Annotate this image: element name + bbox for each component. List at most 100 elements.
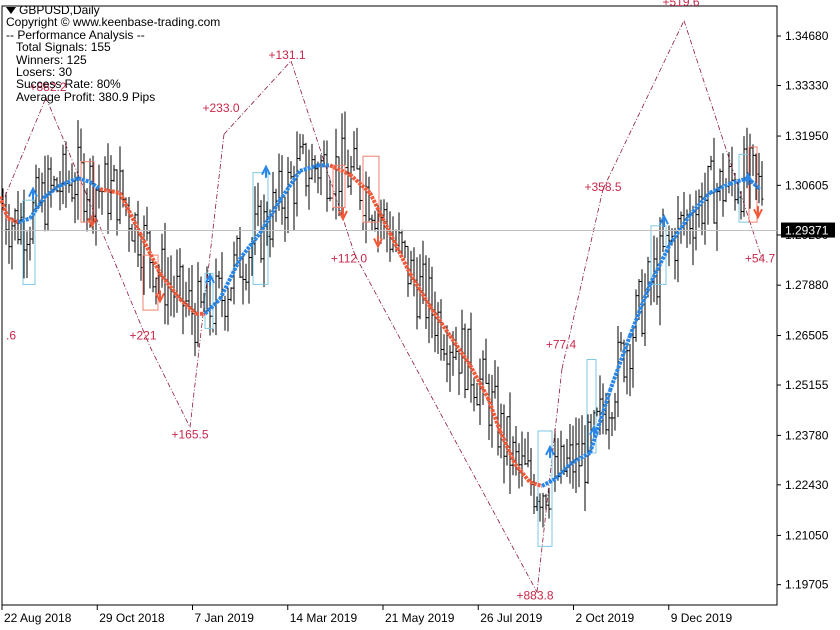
trend-line-segment	[118, 191, 142, 235]
trend-line-segment	[88, 180, 102, 191]
time-tick-label: 9 Dec 2019	[671, 611, 733, 625]
trend-line-segment	[648, 243, 672, 286]
arrow-down-icon	[155, 290, 165, 304]
signal-profit-label: +165.5	[171, 427, 208, 441]
price-axis[interactable]: 1.346801.333301.319501.306051.292501.278…	[777, 29, 829, 592]
symbol-label: GBPUSD,Daily	[19, 3, 100, 17]
zigzag-segment	[602, 20, 685, 190]
zigzag-segment	[4, 97, 47, 197]
price-tick-label: 1.33330	[785, 79, 829, 93]
trend-line-segment	[448, 334, 472, 367]
zigzag-segment	[45, 97, 151, 347]
time-tick-label: 7 Jan 2019	[195, 611, 255, 625]
arrow-up-icon	[205, 272, 215, 286]
price-tick-label: 1.23780	[785, 428, 829, 442]
trend-line-segment	[178, 297, 198, 316]
arrow-down-icon	[338, 207, 348, 222]
arrow-up-icon	[743, 171, 753, 186]
trend-line-segment	[428, 305, 452, 337]
signal-profit-label: +519.6	[662, 0, 699, 9]
signal-profit-label: +112.0	[331, 251, 367, 265]
trend-line-segment	[329, 163, 351, 177]
trend-line-segment	[238, 231, 262, 261]
signal-box-sell	[362, 155, 380, 223]
trend-line-segment	[17, 216, 31, 225]
trend-line-segment	[99, 187, 121, 195]
time-tick-label: 29 Oct 2018	[99, 611, 165, 625]
price-tick-label: 1.26505	[785, 329, 829, 343]
price-tick-label: 1.31950	[785, 129, 829, 143]
trend-line-segment	[486, 397, 502, 432]
signal-profit-label: +358.5	[584, 180, 621, 194]
arrow-up-icon	[589, 424, 599, 438]
signal-box-sell	[80, 161, 95, 223]
plot-frame	[1, 5, 778, 606]
signal-profit-label: +883.8	[516, 589, 553, 603]
trend-line-segment	[299, 163, 319, 173]
stat-average-profit: Average Profit: 380.9 Pips	[16, 89, 156, 104]
signal-box-buy	[252, 172, 269, 285]
time-tick-label: 22 Aug 2018	[4, 611, 72, 625]
signal-box-buy	[537, 430, 553, 547]
trend-line-segment	[43, 183, 62, 199]
trend-line-segment	[77, 176, 91, 184]
trend-line-segment	[59, 176, 79, 188]
current-price-label: 1.29371	[785, 224, 829, 238]
signal-box-buy	[204, 272, 214, 329]
arrow-up-icon	[261, 164, 271, 178]
trend-line-segment	[138, 232, 162, 275]
trend-line-segment	[541, 476, 557, 488]
arrow-down-icon	[373, 235, 383, 249]
trend-line-segment	[388, 232, 412, 275]
trend-line-segment	[203, 297, 222, 316]
zigzag-segment	[223, 60, 292, 135]
time-tick-label: 21 May 2019	[385, 611, 455, 625]
price-tick-label: 1.30605	[785, 178, 829, 192]
trend-line-segment	[608, 335, 632, 392]
symbol-row: GBPUSD,Daily	[6, 4, 220, 16]
signal-profit-label: +882.2	[29, 80, 66, 94]
time-tick-label: 14 Mar 2019	[290, 611, 358, 625]
zigzag-segment	[290, 60, 356, 256]
trend-line-segment	[688, 191, 712, 217]
performance-panel: GBPUSD,Daily Copyright © www.keenbase-tr…	[6, 4, 220, 103]
trend-line-segment	[529, 480, 543, 488]
price-tick-label: 1.19705	[785, 578, 829, 592]
zigzag-segment	[683, 20, 763, 259]
time-tick-label: 26 Jul 2019	[480, 611, 542, 625]
trend-line-segment	[278, 169, 302, 202]
signal-profit-label: +54.7	[745, 251, 776, 265]
signal-profit-label: +233.0	[202, 101, 239, 115]
signal-box-sell	[332, 164, 346, 208]
trend-line-segment	[7, 216, 19, 225]
arrow-up-icon	[659, 213, 669, 228]
current-price-badge	[781, 222, 835, 238]
copyright-text: Copyright © www.keenbase-trading.com	[6, 15, 221, 30]
signal-profit-label: +77.4	[546, 338, 577, 352]
signal-profit-label: +221	[129, 328, 156, 342]
zigzag-segment	[149, 346, 191, 428]
trend-line-segment	[554, 462, 572, 480]
time-axis[interactable]: 22 Aug 2018 29 Oct 2018 7 Jan 2019 14 Mar 2…	[1, 605, 733, 625]
trend-line-segment	[498, 430, 517, 465]
trend-line-segment	[729, 176, 749, 186]
trend-line-segment	[408, 272, 432, 308]
trend-line-segment	[258, 199, 282, 235]
price-tick-label: 1.25155	[785, 378, 829, 392]
zigzag-segment	[561, 189, 604, 369]
trend-line-segment	[368, 191, 392, 235]
chevron-down-icon[interactable]	[6, 6, 16, 14]
trend-line-segment	[218, 257, 242, 300]
stat-total-signals: Total Signals: 155	[16, 40, 111, 55]
trend-line-segment	[348, 173, 372, 195]
signal-profit-label: .6	[6, 328, 16, 342]
arrow-up-icon	[545, 444, 555, 458]
arrow-down-icon	[87, 215, 97, 229]
signal-profit-label: +131.1	[268, 48, 305, 62]
price-bars	[1, 111, 764, 528]
trend-line-segment	[28, 195, 47, 220]
stat-losers: Losers: 30	[16, 65, 73, 80]
price-tick-label: 1.21050	[785, 528, 829, 542]
